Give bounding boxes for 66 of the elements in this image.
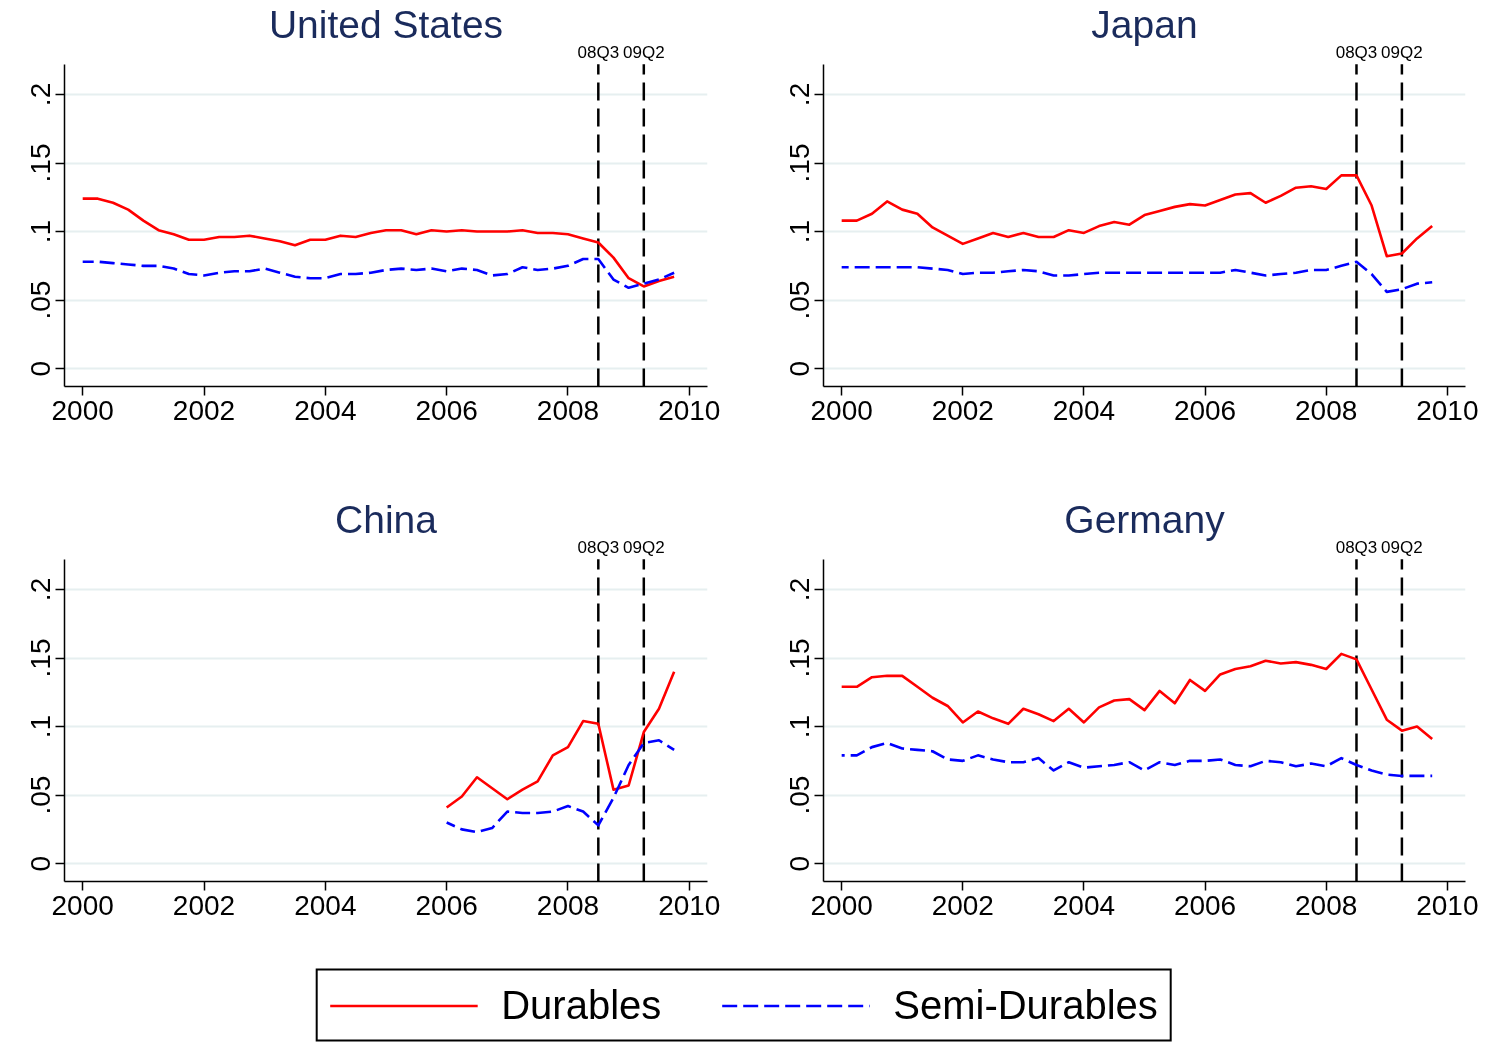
- x-tick-label: 2006: [415, 394, 478, 426]
- x-tick-label: 2000: [51, 394, 114, 426]
- legend-label: Semi-Durables: [893, 982, 1158, 1028]
- line-series: [445, 670, 676, 809]
- y-tick-label: 0: [784, 855, 816, 872]
- x-tick-label: 2008: [1295, 889, 1358, 921]
- x-tick-label: 2010: [1416, 394, 1479, 426]
- y-tick-label: .1: [25, 219, 57, 244]
- ref-line-label: 09Q2: [1381, 538, 1423, 558]
- y-tick-label: 0: [25, 360, 57, 377]
- x-tick-label: 2004: [294, 394, 357, 426]
- y-tick-label: 0: [25, 855, 57, 872]
- x-tick-label: 2002: [931, 889, 994, 921]
- x-tick-label: 2008: [536, 889, 600, 921]
- chart-title: Germany: [1064, 497, 1226, 541]
- line-series: [445, 738, 676, 834]
- y-tick-label: .15: [25, 143, 57, 183]
- ref-line-label: 08Q3: [577, 538, 620, 558]
- y-tick-label: .05: [784, 280, 816, 320]
- y-tick-label: .15: [25, 638, 57, 678]
- x-tick-label: 2004: [1052, 394, 1116, 426]
- ref-line-label: 08Q3: [1335, 43, 1378, 63]
- x-tick-label: 2006: [415, 889, 478, 921]
- ref-line-label: 09Q2: [623, 43, 665, 63]
- ref-line-label: 09Q2: [1381, 43, 1423, 63]
- x-tick-label: 2000: [51, 889, 114, 921]
- y-tick-label: .05: [784, 775, 816, 815]
- line-series: [840, 260, 1434, 294]
- y-tick-label: .1: [25, 714, 57, 739]
- y-tick-label: .05: [25, 280, 57, 320]
- ref-line-label: 09Q2: [623, 538, 665, 558]
- legend-label: Durables: [501, 982, 662, 1028]
- y-tick-label: .2: [784, 82, 816, 107]
- y-tick-label: .2: [25, 577, 57, 602]
- x-tick-label: 2006: [1173, 394, 1237, 426]
- line-series: [81, 197, 676, 288]
- x-tick-label: 2002: [931, 394, 994, 426]
- chart-title: United States: [268, 2, 504, 46]
- x-tick-label: 2002: [172, 889, 236, 921]
- x-tick-label: 2006: [1173, 889, 1237, 921]
- x-tick-label: 2000: [810, 394, 873, 426]
- x-tick-label: 2002: [172, 394, 236, 426]
- x-tick-label: 2008: [1295, 394, 1358, 426]
- line-series: [81, 257, 676, 290]
- y-tick-label: .2: [25, 82, 57, 107]
- chart-title: China: [335, 497, 438, 541]
- y-tick-label: .15: [784, 143, 816, 183]
- ref-line-label: 08Q3: [1335, 538, 1378, 558]
- x-tick-label: 2010: [658, 394, 721, 426]
- y-tick-label: .15: [784, 638, 816, 678]
- line-series: [840, 741, 1434, 778]
- x-tick-label: 2010: [658, 889, 721, 921]
- y-tick-label: .1: [784, 219, 816, 244]
- y-tick-label: .05: [25, 775, 57, 815]
- x-tick-label: 2004: [1052, 889, 1116, 921]
- x-tick-label: 2000: [810, 889, 873, 921]
- x-tick-label: 2008: [536, 394, 600, 426]
- y-tick-label: 0: [784, 360, 816, 377]
- x-tick-label: 2010: [1416, 889, 1479, 921]
- x-tick-label: 2004: [294, 889, 357, 921]
- line-series: [840, 652, 1434, 741]
- y-tick-label: .1: [784, 714, 816, 739]
- line-series: [840, 174, 1434, 258]
- chart-title: Japan: [1091, 2, 1198, 46]
- ref-line-label: 08Q3: [577, 43, 620, 63]
- y-tick-label: .2: [784, 577, 816, 602]
